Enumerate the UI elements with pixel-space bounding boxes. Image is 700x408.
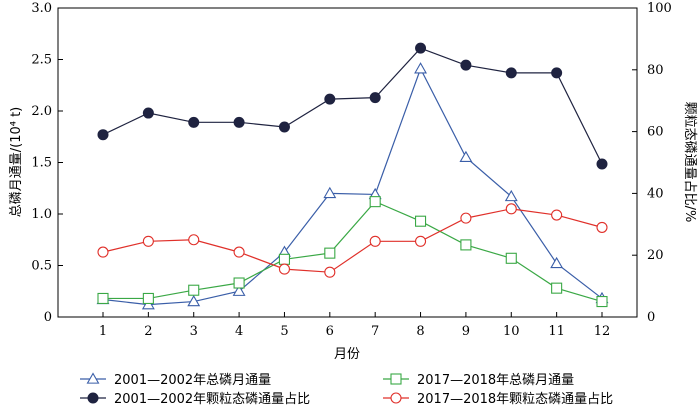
series-2-point — [505, 252, 517, 264]
y-right-tick-label: 0 — [647, 310, 655, 325]
series-3-point — [188, 116, 200, 128]
x-tick-label: 5 — [280, 324, 288, 339]
x-tick-label: 7 — [371, 324, 379, 339]
legend-4-label: 2017—2018年颗粒态磷通量占比 — [417, 392, 613, 407]
x-tick-label: 1 — [99, 324, 107, 339]
series-2-point — [369, 196, 381, 208]
series-2-point — [596, 295, 608, 308]
y-right-tick-label: 100 — [647, 1, 672, 16]
series-4-point — [188, 234, 200, 246]
y-right-tick-label: 40 — [647, 186, 664, 201]
series-4-point — [505, 203, 517, 215]
y-left-tick-label: 3.0 — [31, 1, 52, 16]
y-right-tick-label: 60 — [647, 125, 664, 140]
series-4-point — [551, 209, 563, 221]
series-2-point — [278, 253, 291, 265]
series-4-point — [369, 235, 381, 247]
x-tick-label: 3 — [190, 324, 198, 339]
series-3-point — [551, 67, 563, 79]
series-3-point — [278, 121, 290, 133]
x-tick-label: 8 — [416, 324, 424, 339]
series-3-point — [415, 42, 427, 54]
series-4-point — [142, 235, 154, 247]
plot-frame — [57, 7, 638, 318]
series-2-point — [414, 215, 427, 227]
series-1-point — [323, 186, 337, 199]
y-axis-right-title: 颗粒态磷通量占比/% — [682, 102, 697, 223]
series-3-point — [233, 116, 245, 128]
y-right-tick-label: 80 — [647, 63, 664, 78]
legend-3-marker — [87, 392, 99, 404]
series-3-point — [596, 158, 608, 170]
series-3-point — [97, 129, 109, 141]
y-left-tick-label: 2.0 — [31, 104, 52, 119]
y-left-tick-label: 1.5 — [31, 156, 52, 171]
series-2-point — [97, 292, 109, 305]
x-axis: 1 2 3 4 5 6 7 8 9 10 11 12 — [99, 312, 610, 339]
y-axis-left-title: 总磷月通量/(10⁴ t) — [9, 107, 24, 218]
legend: 2001—2002年总磷月通量 2017—2018年总磷月通量 2001—2002年… — [80, 372, 613, 407]
x-tick-label: 4 — [235, 324, 243, 339]
series-3-point — [505, 67, 517, 79]
series-4-point — [97, 246, 109, 258]
y-right-tick-label: 20 — [647, 248, 664, 263]
legend-1-label: 2001—2002年总磷月通量 — [114, 373, 271, 388]
series-1-point — [414, 62, 427, 74]
series-lines — [102, 47, 603, 306]
y-left-tick-label: 2.5 — [31, 53, 52, 68]
series-4-point — [460, 212, 472, 224]
series-1-point — [459, 150, 473, 163]
legend-4-marker — [390, 392, 402, 404]
x-tick-label: 9 — [462, 324, 470, 339]
series-2-point — [233, 277, 245, 289]
legend-2-label: 2017—2018年总磷月通量 — [417, 373, 574, 388]
series-3-point — [460, 59, 472, 71]
series-4-point — [278, 263, 291, 275]
series-2-point — [188, 284, 200, 296]
y-left-tick-label: 1.0 — [31, 207, 52, 222]
series-1-point — [187, 294, 201, 307]
x-tick-label: 10 — [503, 324, 520, 339]
legend-1-marker — [86, 372, 100, 384]
x-tick-label: 2 — [144, 324, 152, 339]
series-4-point — [233, 246, 245, 258]
y-left-tick-label: 0.5 — [31, 259, 52, 274]
series-1-line — [102, 67, 603, 306]
series-markers — [96, 42, 609, 310]
x-tick-label: 12 — [594, 324, 611, 339]
series-4-point — [414, 235, 427, 247]
series-2-point — [460, 239, 472, 251]
right-axis: 0 20 40 60 80 100 — [632, 1, 672, 325]
series-3-point — [324, 93, 336, 105]
legend-3-label: 2001—2002年颗粒态磷通量占比 — [114, 392, 310, 407]
left-axis: 0 0.5 1.0 1.5 2.0 2.5 3.0 — [31, 1, 63, 325]
plot-area-group — [57, 7, 638, 318]
x-tick-label: 11 — [548, 324, 565, 339]
series-3-point — [142, 107, 154, 119]
series-3-point — [369, 92, 381, 104]
series-2-line — [103, 200, 603, 303]
legend-2-marker — [390, 373, 402, 385]
x-axis-title: 月份 — [334, 347, 360, 362]
series-2-point — [551, 282, 563, 294]
series-4-line — [102, 208, 603, 273]
series-4-point — [324, 266, 336, 278]
x-tick-label: 6 — [326, 324, 334, 339]
series-4-point — [596, 221, 608, 233]
series-2-point — [142, 292, 154, 305]
series-1-point — [504, 189, 518, 202]
series-1-point — [550, 256, 564, 269]
series-3-line — [102, 47, 603, 165]
series-1-point — [232, 284, 246, 296]
series-2-point — [324, 247, 336, 259]
y-left-tick-label: 0 — [44, 310, 52, 325]
